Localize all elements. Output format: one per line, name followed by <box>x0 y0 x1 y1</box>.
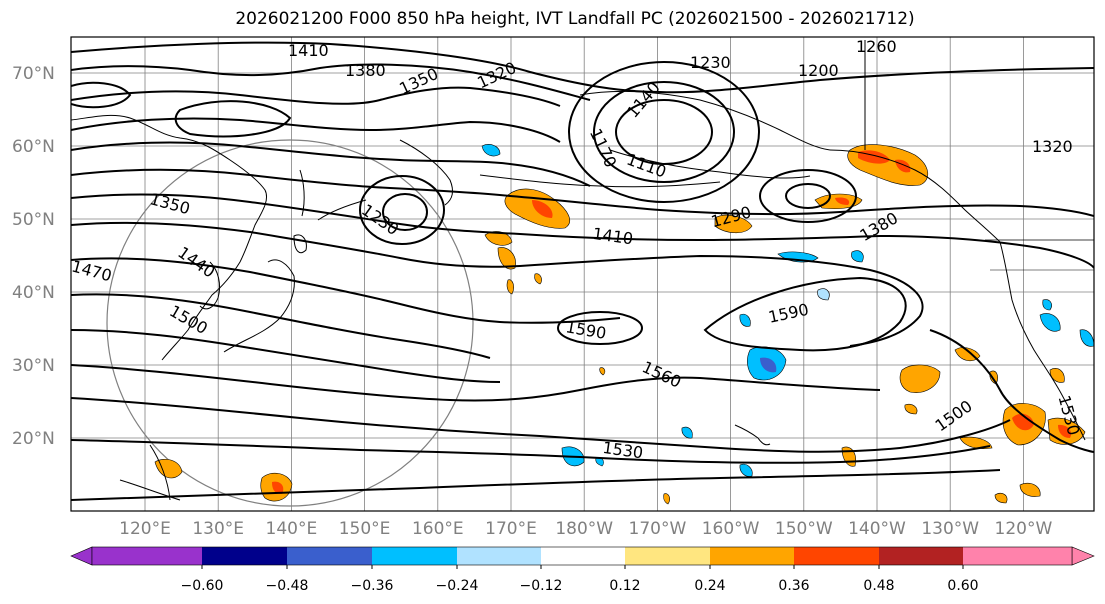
colorbar-cell <box>963 547 1072 565</box>
colorbar-tick-label: 0.60 <box>947 578 978 594</box>
colorbar-cell <box>92 547 202 565</box>
colorbar-cell <box>202 547 287 565</box>
lon-label: 130°W <box>921 519 979 539</box>
svg-text:1260: 1260 <box>856 37 897 56</box>
colorbar-cell <box>710 547 794 565</box>
lon-label: 120°E <box>119 519 171 539</box>
svg-text:1380: 1380 <box>345 61 386 80</box>
colorbar-tick-label: −0.12 <box>520 578 563 594</box>
colorbar-cell <box>879 547 963 565</box>
colorbar-tick-label: −0.24 <box>436 578 479 594</box>
colorbar-tick-label: 0.36 <box>778 578 809 594</box>
lon-label: 180°W <box>555 519 613 539</box>
colorbar-cell <box>372 547 457 565</box>
svg-text:1320: 1320 <box>1032 137 1073 156</box>
svg-text:1410: 1410 <box>288 41 329 60</box>
colorbar-extend-high <box>1071 546 1095 566</box>
lon-label: 160°W <box>702 519 760 539</box>
lat-label-20: 20°N <box>12 429 55 449</box>
colorbar-cell <box>541 547 625 565</box>
lat-label-30: 30°N <box>12 356 55 376</box>
map-border <box>70 36 1095 512</box>
map-title: 2026021200 F000 850 hPa height, IVT Land… <box>235 9 915 29</box>
lon-label: 120°W <box>995 519 1053 539</box>
height-contours <box>71 41 1094 501</box>
lat-label-50: 50°N <box>12 210 55 230</box>
colorbar-tick-label: 0.12 <box>609 578 640 594</box>
longitude-labels: 120°E 130°E 140°E 150°E 160°E 170°E 180°W 170°W… <box>119 519 1052 539</box>
lon-label: 170°W <box>629 519 687 539</box>
lon-label: 140°W <box>848 519 906 539</box>
colorbar-tick-label: 0.24 <box>694 578 725 594</box>
svg-text:1200: 1200 <box>798 61 839 80</box>
colorbar-outline <box>91 546 1073 566</box>
graticule <box>71 37 1094 511</box>
colorbar-tick-label: 0.48 <box>863 578 894 594</box>
lon-label: 140°E <box>266 519 318 539</box>
lat-label-70: 70°N <box>12 64 55 84</box>
lon-label: 150°E <box>339 519 391 539</box>
colorbar-tick-label: −0.36 <box>351 578 394 594</box>
colorbar-cell <box>287 547 372 565</box>
lon-label: 170°E <box>485 519 537 539</box>
lon-label: 150°W <box>775 519 833 539</box>
lon-label: 160°E <box>412 519 464 539</box>
colorbar-cell <box>457 547 541 565</box>
coastlines <box>71 40 1094 501</box>
colorbar: −0.60 −0.48 −0.36 −0.24 −0.12 0.12 0.24 0.36 0.4… <box>70 546 1095 594</box>
colorbar-cell <box>625 547 710 565</box>
map-area <box>71 37 1094 511</box>
colorbar-cell <box>794 547 879 565</box>
svg-text:1230: 1230 <box>690 53 731 72</box>
latitude-labels: 70°N 60°N 50°N 40°N 30°N 20°N <box>12 64 55 449</box>
analysis-domain-circle <box>106 139 474 507</box>
lat-label-40: 40°N <box>12 283 55 303</box>
lon-label: 130°E <box>192 519 244 539</box>
colorbar-tick-label: −0.60 <box>181 578 224 594</box>
colorbar-extend-low <box>70 546 93 566</box>
lat-label-60: 60°N <box>12 137 55 157</box>
colorbar-tick-label: −0.48 <box>266 578 309 594</box>
ivt-shading <box>154 144 1094 505</box>
